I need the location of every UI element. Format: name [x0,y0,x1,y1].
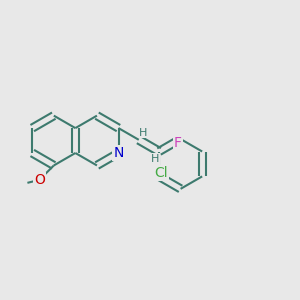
Text: F: F [174,136,182,150]
Text: N: N [113,146,124,160]
Text: H: H [151,154,159,164]
Text: Cl: Cl [154,167,168,180]
Text: H: H [139,128,147,137]
Text: O: O [34,173,45,187]
